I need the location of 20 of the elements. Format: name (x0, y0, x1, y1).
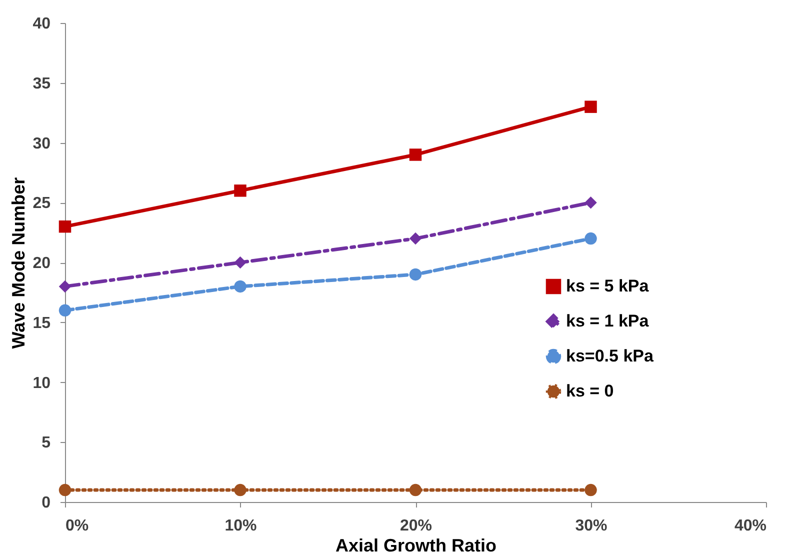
x-tick-label: 40% (734, 518, 766, 534)
y-tick-label: 5 (42, 434, 51, 452)
x-tick-label: 10% (224, 518, 257, 534)
x-tick-label: 0% (66, 518, 89, 534)
legend-label: ks = 5 kPa (566, 276, 650, 296)
legend-label: ks = 1 kPa (566, 312, 650, 330)
y-tick-label: 35 (32, 75, 51, 92)
y-tick-label: 25 (32, 195, 51, 212)
y-tick-label: 15 (32, 314, 51, 332)
y-axis-title: Wave Mode Number (8, 177, 29, 349)
y-tick-label: 30 (32, 135, 51, 152)
y-tick-label: 0 (42, 494, 51, 512)
x-axis-title: Axial Growth Ratio (335, 536, 497, 556)
legend-label: ks = 0 (566, 382, 614, 400)
legend-label: ks=0.5 kPa (566, 346, 654, 366)
y-tick-label: 20 (32, 255, 51, 272)
x-tick-label: 30% (575, 518, 608, 534)
y-tick-label: 40 (32, 16, 51, 32)
x-tick-label: 20% (400, 518, 432, 534)
y-tick-label: 10 (32, 374, 51, 392)
